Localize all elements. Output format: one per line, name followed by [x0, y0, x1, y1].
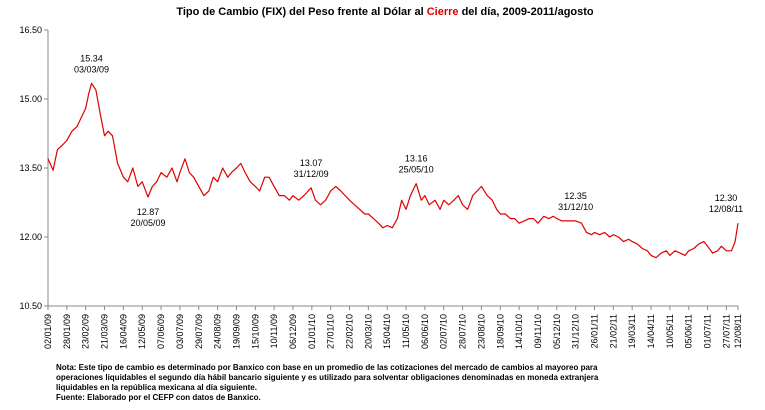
x-tick-label: 20/03/10: [363, 314, 373, 349]
y-tick-label: 15.00: [19, 94, 42, 104]
annotation-value: 12.30: [715, 193, 738, 203]
annotation-date: 20/05/09: [130, 218, 165, 228]
x-tick-label: 10/05/11: [665, 314, 675, 348]
x-tick-label: 12/08/11: [733, 314, 743, 348]
x-tick-label: 19/09/09: [231, 314, 241, 349]
x-tick-label: 01/01/10: [307, 314, 317, 349]
title-part: del día, 2009-2011/agosto: [459, 6, 594, 18]
x-tick-label: 02/01/09: [43, 314, 53, 349]
x-tick-label: 23/08/10: [476, 314, 486, 349]
x-tick-label: 26/01/11: [589, 314, 599, 348]
series-line: [47, 82, 739, 259]
x-tick-label: 11/05/10: [401, 314, 411, 348]
x-tick-label: 14/10/10: [514, 314, 524, 349]
x-tick-label: 15/10/09: [250, 314, 260, 349]
x-tick-label: 10/11/09: [269, 314, 279, 348]
x-tick-label: 23/02/09: [81, 314, 91, 349]
x-tick-label: 07/06/09: [156, 314, 166, 349]
annotation-date: 31/12/09: [294, 169, 329, 179]
x-tick-label: 29/07/09: [194, 314, 204, 349]
annotation-date: 25/05/10: [399, 165, 434, 175]
x-tick-label: 18/09/10: [495, 314, 505, 349]
x-tick-label: 16/04/09: [118, 314, 128, 349]
annotation-value: 13.07: [300, 158, 323, 168]
x-tick-label: 02/07/10: [439, 314, 449, 349]
x-tick-label: 12/05/09: [137, 314, 147, 349]
annotation-value: 12.87: [137, 207, 160, 217]
annotation-date: 31/12/10: [558, 202, 593, 212]
annotation-value: 13.16: [405, 154, 428, 164]
note-line: liquidables en la república mexicana al …: [56, 383, 257, 392]
x-tick-label: 28/01/09: [62, 314, 72, 349]
note-line: operaciones liquidables el segundo día h…: [56, 373, 599, 382]
chart-title: Tipo de Cambio (FIX) del Peso frente al …: [176, 6, 594, 18]
y-tick-label: 12.00: [19, 232, 42, 242]
x-tick-label: 01/07/11: [703, 314, 713, 348]
note-line: Fuente: Elaborado por el CEFP con datos …: [56, 393, 261, 402]
x-tick-label: 03/07/09: [175, 314, 185, 349]
title-part: Tipo de Cambio (FIX) del Peso frente al …: [176, 6, 426, 18]
x-tick-label: 21/02/11: [608, 314, 618, 348]
x-tick-label: 19/03/11: [627, 314, 637, 348]
y-tick-label: 13.50: [19, 163, 42, 173]
x-tick-label: 14/04/11: [646, 314, 656, 348]
x-tick-label: 05/12/10: [552, 314, 562, 349]
x-tick-label: 06/06/10: [420, 314, 430, 349]
x-tick-label: 27/07/11: [721, 314, 731, 348]
annotation-date: 12/08/11: [709, 204, 743, 214]
x-tick-label: 28/07/10: [458, 314, 468, 349]
x-tick-label: 22/02/10: [345, 314, 355, 349]
x-tick-label: 15/04/10: [382, 314, 392, 349]
x-tick-label: 05/06/11: [684, 314, 694, 348]
x-tick-label: 06/12/09: [288, 314, 298, 349]
x-tick-label: 21/03/09: [100, 314, 110, 349]
y-tick-label: 10.50: [19, 301, 42, 311]
annotation-value: 12.35: [564, 191, 587, 201]
annotation-date: 03/03/09: [74, 64, 109, 74]
x-tick-label: 31/12/10: [571, 314, 581, 349]
note-line: Nota: Este tipo de cambio es determinado…: [56, 363, 598, 372]
x-tick-label: 27/01/10: [326, 314, 336, 349]
x-tick-label: 09/11/10: [533, 314, 543, 348]
x-tick-label: 24/08/09: [213, 314, 223, 349]
y-tick-label: 16.50: [19, 25, 42, 35]
annotation-value: 15.34: [80, 53, 103, 63]
title-highlight: Cierre: [427, 6, 459, 18]
